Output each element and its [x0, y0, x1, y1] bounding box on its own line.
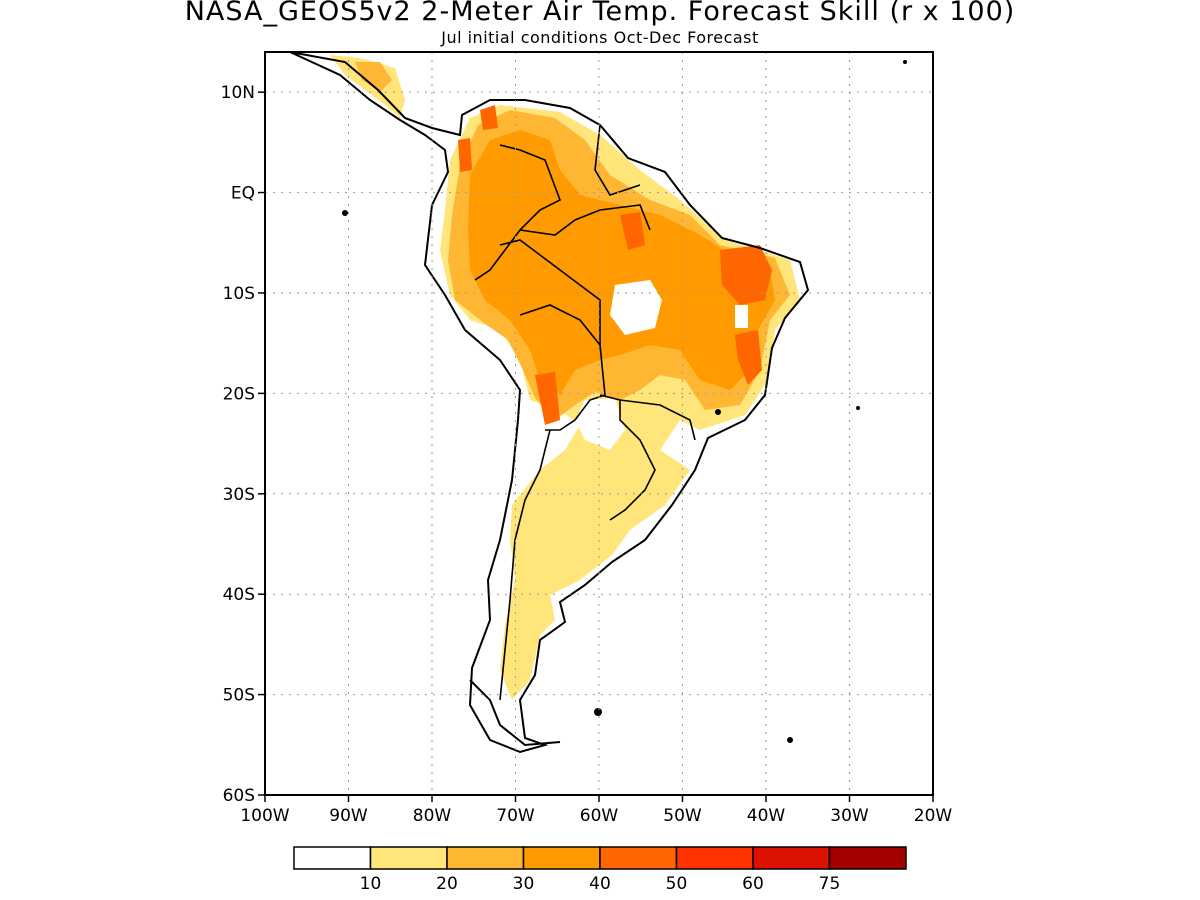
colorbar-label: 40 [589, 874, 611, 894]
map-subtitle: Jul initial conditions Oct-Dec Forecast [441, 28, 759, 47]
lon-tick-label: 50W [663, 806, 702, 826]
island [342, 210, 348, 216]
lon-tick-label: 20W [914, 806, 953, 826]
south-america-coastline [289, 52, 810, 754]
lon-tick-label: 40W [747, 806, 786, 826]
island [594, 708, 602, 716]
skill-40-50-b [735, 330, 762, 385]
colorbar-swatch [828, 846, 907, 870]
colorbar: 10 20 30 40 50 60 75 [293, 846, 907, 894]
colorbar-swatch [752, 846, 831, 870]
lat-tick-label: EQ [231, 184, 255, 204]
skill-30-40 [468, 130, 775, 395]
lon-tick-label: 80W [413, 806, 452, 826]
island [787, 737, 793, 743]
lon-tick-label: 90W [329, 806, 368, 826]
central-america-spot [355, 62, 392, 92]
skill-40-50-e [480, 105, 498, 130]
low-skill-hole-a [610, 280, 662, 335]
lon-tick-label: 100W [240, 806, 289, 826]
island [715, 409, 721, 415]
skill-40-50-d [535, 372, 560, 425]
lat-tick-label: 20S [223, 384, 255, 404]
skill-40-50-a [720, 245, 772, 305]
colorbar-swatch [369, 846, 448, 870]
low-skill-hole-c [575, 398, 625, 450]
colorbar-swatch [675, 846, 754, 870]
colorbar-swatch [522, 846, 601, 870]
island [903, 60, 907, 64]
colorbar-label: 75 [819, 874, 841, 894]
skill-40-50-c [620, 212, 645, 250]
lat-tick-label: 60S [223, 786, 255, 806]
lat-tick-label: 50S [223, 686, 255, 706]
colorbar-label: 30 [513, 874, 535, 894]
central-america [330, 55, 405, 118]
map-title: NASA_GEOS5v2 2-Meter Air Temp. Forecast … [184, 0, 1016, 27]
colorbar-swatch [446, 846, 525, 870]
low-skill-hole-b [735, 305, 748, 328]
colorbar-label: 60 [742, 874, 764, 894]
lon-tick-label: 30W [830, 806, 869, 826]
tierra-del-fuego [469, 679, 561, 747]
colorbar-label: 50 [666, 874, 688, 894]
colorbar-label: 10 [360, 874, 382, 894]
island [856, 406, 860, 410]
lon-tick-label: 70W [496, 806, 535, 826]
colorbar-label: 20 [436, 874, 458, 894]
lat-tick-label: 30S [223, 485, 255, 505]
lat-tick-label: 10N [221, 83, 255, 103]
skill-40-50-f [458, 138, 472, 172]
colorbar-swatch [599, 846, 678, 870]
lat-tick-label: 10S [223, 284, 255, 304]
skill-field [290, 52, 808, 752]
map-frame [264, 51, 934, 796]
lon-tick-label: 60W [580, 806, 619, 826]
colorbar-swatch [293, 846, 372, 870]
lat-tick-label: 40S [223, 585, 255, 605]
